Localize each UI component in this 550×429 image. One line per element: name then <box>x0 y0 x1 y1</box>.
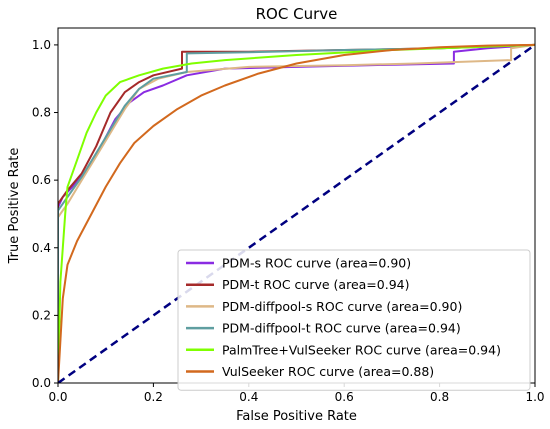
chart-title: ROC Curve <box>256 5 338 23</box>
legend-entry: PDM-t ROC curve (area=0.94) <box>222 277 410 292</box>
y-tick-label: 0.4 <box>32 241 51 255</box>
y-axis-ticks: 0.0 0.2 0.4 0.6 0.8 1.0 <box>32 38 58 390</box>
legend-entry: PDM-diffpool-s ROC curve (area=0.90) <box>222 299 462 314</box>
legend-box <box>177 249 531 391</box>
series-layer <box>58 43 535 383</box>
diagonal-reference-line <box>58 43 535 383</box>
x-tick-label: 0.0 <box>48 390 67 404</box>
y-tick-label: 1.0 <box>32 38 51 52</box>
x-tick-label: 0.4 <box>239 390 258 404</box>
x-tick-label: 0.8 <box>430 390 449 404</box>
y-tick-label: 0.0 <box>32 376 51 390</box>
y-axis-label: True Positive Rate <box>7 148 22 265</box>
y-tick-label: 0.2 <box>32 308 51 322</box>
roc-series-line-5 <box>58 43 535 383</box>
x-axis-ticks: 0.0 0.2 0.4 0.6 0.8 1.0 <box>48 383 545 404</box>
x-axis-label: False Positive Rate <box>236 409 357 424</box>
x-tick-label: 1.0 <box>525 390 544 404</box>
legend-entry: PDM-diffpool-t ROC curve (area=0.94) <box>222 321 461 336</box>
y-tick-label: 0.8 <box>32 106 51 120</box>
legend-entry: PalmTree+VulSeeker ROC curve (area=0.94) <box>222 342 501 357</box>
roc-series-line-4 <box>58 43 535 383</box>
x-tick-label: 0.6 <box>335 390 354 404</box>
roc-series-line-2 <box>58 43 535 383</box>
legend-entry: PDM-s ROC curve (area=0.90) <box>222 256 411 271</box>
y-tick-label: 0.6 <box>32 173 51 187</box>
legend: PDM-s ROC curve (area=0.90) PDM-t ROC cur… <box>177 249 531 391</box>
legend-entry: VulSeeker ROC curve (area=0.88) <box>222 364 434 379</box>
roc-series-line-3 <box>58 43 535 383</box>
x-tick-label: 0.2 <box>144 390 163 404</box>
